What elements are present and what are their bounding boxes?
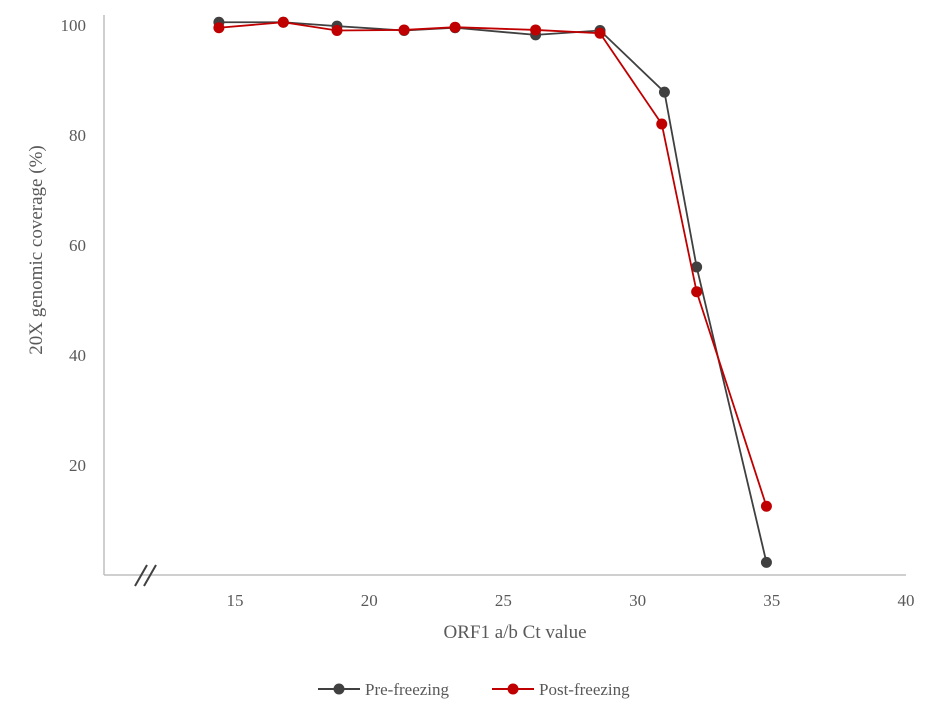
legend-item-post-freezing: Post-freezing xyxy=(492,680,630,699)
x-tick-label: 35 xyxy=(763,591,780,610)
data-point xyxy=(658,86,670,98)
x-tick-label: 30 xyxy=(629,591,646,610)
x-tick-label: 15 xyxy=(227,591,244,610)
y-tick-labels: 20 40 60 80 100 xyxy=(61,16,87,475)
y-tick-label: 100 xyxy=(61,16,87,35)
y-tick-label: 40 xyxy=(69,346,86,365)
x-tick-label: 20 xyxy=(361,591,378,610)
series-post-freezing xyxy=(213,16,772,512)
data-point xyxy=(760,500,772,512)
y-tick-label: 60 xyxy=(69,236,86,255)
series-line xyxy=(218,21,768,507)
series-line xyxy=(218,21,768,563)
data-point xyxy=(277,16,289,28)
data-point xyxy=(656,118,668,130)
x-tick-label: 25 xyxy=(495,591,512,610)
legend: Pre-freezing Post-freezing xyxy=(318,680,630,699)
y-axis-title: 20X genomic coverage (%) xyxy=(26,145,47,354)
y-tick-label: 80 xyxy=(69,126,86,145)
y-tick-label: 20 xyxy=(69,456,86,475)
data-point xyxy=(691,286,703,298)
data-point xyxy=(213,22,225,34)
x-axis-title: ORF1 a/b Ct value xyxy=(443,622,586,643)
legend-item-pre-freezing: Pre-freezing xyxy=(318,680,450,699)
data-point xyxy=(398,24,410,36)
data-point xyxy=(449,21,461,33)
x-tick-labels: 15 20 25 30 35 40 xyxy=(227,591,915,610)
legend-label: Post-freezing xyxy=(539,680,630,699)
axes xyxy=(103,15,906,587)
data-point xyxy=(331,25,343,36)
series-layer xyxy=(213,16,772,568)
x-tick-label: 40 xyxy=(898,591,915,610)
series-pre-freezing xyxy=(213,16,772,568)
data-point xyxy=(760,556,772,568)
legend-swatch-marker xyxy=(333,683,345,695)
axis-break-mark xyxy=(134,564,157,587)
legend-swatch-marker xyxy=(507,683,519,695)
data-point xyxy=(530,24,542,36)
data-point xyxy=(691,261,703,273)
data-point xyxy=(594,27,606,39)
legend-label: Pre-freezing xyxy=(365,680,450,699)
